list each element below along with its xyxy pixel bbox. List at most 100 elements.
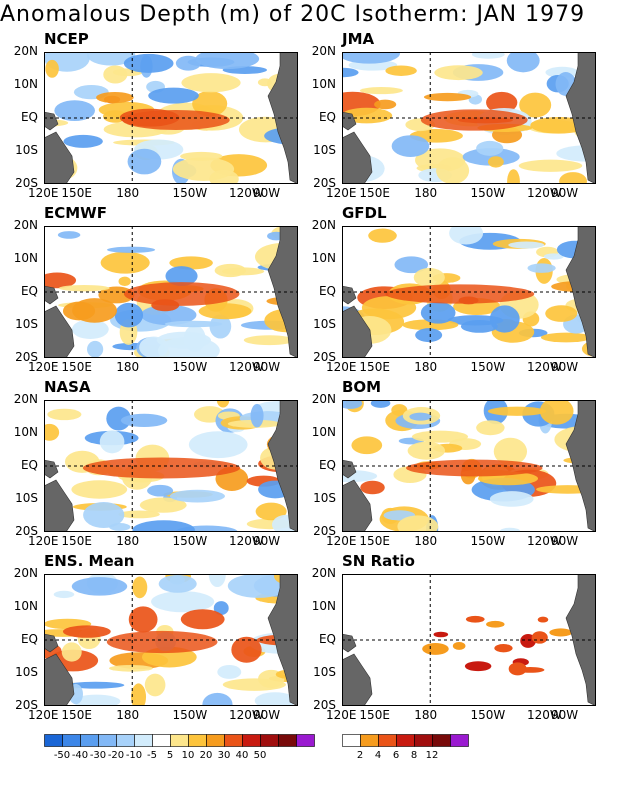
colorbar-label: 12 (425, 750, 439, 761)
field-blob (72, 298, 118, 323)
field-blob (519, 92, 552, 118)
y-tick-label: 20N (13, 218, 38, 232)
land-mass (342, 653, 373, 706)
x-tick-label: 150W (470, 534, 506, 548)
field-blob (460, 319, 498, 333)
colorbar-swatch (224, 734, 243, 747)
land-mass (44, 305, 75, 358)
field-blob (156, 331, 211, 349)
x-tick-label: 90W (253, 708, 281, 722)
panel-ens-mean: ENS. Mean 20N 10N EQ 10S 20S 120E 150E 180 150W 12… (0, 552, 314, 724)
field-blob (471, 52, 505, 59)
field-blob (131, 683, 147, 706)
field-blob (527, 263, 556, 273)
field-blob (164, 320, 223, 328)
x-tick-label: 120W (527, 360, 562, 374)
field-blob (108, 665, 153, 672)
field-blob (370, 400, 391, 408)
map-frame (44, 226, 298, 358)
land-mass (342, 305, 373, 358)
field-blob (58, 284, 110, 292)
map-frame (44, 52, 298, 184)
colorbar-swatch (360, 734, 379, 747)
colorbar-label: -10 (125, 750, 143, 761)
y-tick-label: EQ (20, 458, 38, 472)
x-tick-label: 150E (359, 708, 390, 722)
field-blob (420, 301, 456, 324)
y-tick-label: 10S (313, 665, 336, 679)
land-mass (267, 574, 298, 706)
colorbar-swatch (260, 734, 279, 747)
field-blob (507, 169, 520, 184)
field-core (106, 630, 218, 654)
panel-title: NASA (44, 378, 91, 396)
colorbar-swatch (98, 734, 117, 747)
land-mass (565, 574, 596, 706)
field-blob (132, 576, 148, 599)
colorbar-swatch (296, 734, 315, 747)
x-tick-label: 150E (61, 360, 92, 374)
field-blob (255, 502, 287, 521)
land-mass (342, 131, 373, 184)
x-tick-label: 120E (28, 186, 59, 200)
colorbar-swatch (278, 734, 297, 747)
colorbar-swatch (188, 734, 207, 747)
y-tick-label: 20N (311, 392, 336, 406)
x-tick-label: 150E (359, 360, 390, 374)
field-blob (148, 87, 199, 104)
colorbar-label: 30 (217, 750, 231, 761)
field-blob (144, 673, 166, 697)
field-blob (493, 437, 528, 466)
y-tick-label: 20S (313, 176, 336, 190)
field-blob (63, 134, 103, 148)
x-tick-label: 180 (414, 534, 438, 548)
y-tick-label: 10S (313, 491, 336, 505)
colorbar-swatch (152, 734, 171, 747)
map-frame (342, 400, 596, 532)
y-tick-label: EQ (318, 458, 336, 472)
x-tick-label: 120E (326, 186, 357, 200)
field-blob (539, 400, 574, 425)
y-tick-label: 20S (15, 524, 38, 538)
land-mass (267, 52, 298, 184)
land-mass (565, 400, 596, 532)
field-blob (489, 305, 520, 333)
field-blob (434, 65, 483, 81)
field-blob (508, 241, 545, 249)
field-blob (518, 159, 583, 172)
panel-title: ENS. Mean (44, 552, 135, 570)
colorbar-label: 20 (199, 750, 213, 761)
x-tick-label: 120W (229, 534, 264, 548)
x-tick-label: 90W (551, 534, 579, 548)
field-blob (71, 577, 128, 596)
y-tick-label: 20N (13, 44, 38, 58)
field-blob (433, 631, 449, 638)
x-tick-label: 180 (414, 708, 438, 722)
colorbar-label: 2 (356, 750, 364, 761)
colorbar-sn-ratio: 2 4 6 8 12 (342, 734, 470, 774)
field-blob (192, 90, 228, 117)
x-tick-label: 150E (61, 708, 92, 722)
field-blob (53, 590, 75, 599)
colorbar-label: -50 (53, 750, 71, 761)
x-tick-label: 150W (470, 360, 506, 374)
x-tick-label: 120E (326, 534, 357, 548)
field-blob (61, 642, 82, 662)
y-tick-label: 10S (313, 143, 336, 157)
field-blob (413, 267, 445, 288)
x-tick-label: 90W (253, 360, 281, 374)
x-tick-label: 180 (116, 186, 140, 200)
field-blob (128, 606, 158, 633)
field-blob (181, 73, 241, 93)
field-blob (188, 431, 248, 459)
y-tick-label: 10S (15, 491, 38, 505)
x-tick-label: 150W (172, 534, 208, 548)
land-mass (44, 131, 75, 184)
field-blob (494, 644, 513, 653)
x-tick-label: 150W (172, 360, 208, 374)
panel-title: JMA (342, 30, 375, 48)
x-tick-label: 120W (229, 186, 264, 200)
y-tick-label: 10N (13, 599, 38, 613)
x-tick-label: 120E (28, 360, 59, 374)
x-tick-label: 150E (359, 186, 390, 200)
